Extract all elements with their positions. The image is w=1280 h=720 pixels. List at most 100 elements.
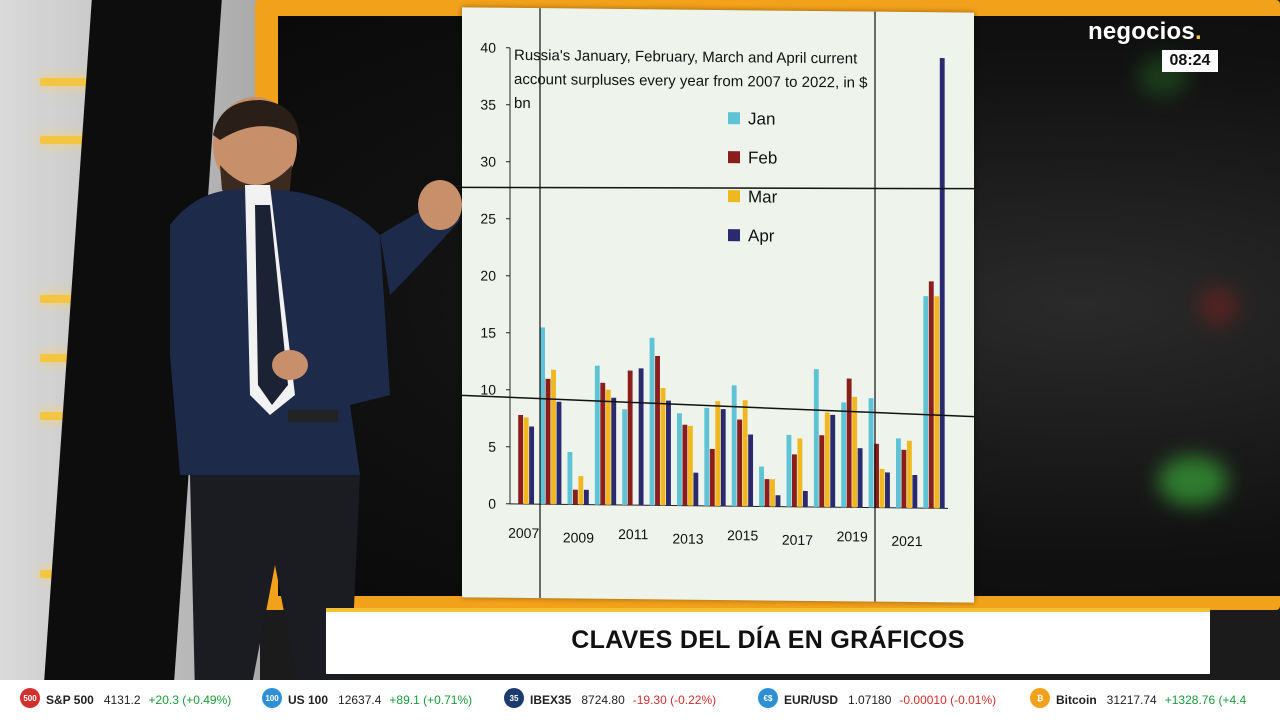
bar-mar [605, 389, 611, 505]
x-tick-label: 2013 [672, 531, 703, 547]
y-tick-label: 35 [480, 97, 496, 113]
bar-mar [824, 412, 830, 508]
ticker-price: 4131.2 [103, 693, 141, 707]
legend-label-feb: Feb [748, 148, 777, 167]
bar-apr [912, 474, 918, 509]
x-tick-label: 2011 [618, 526, 648, 542]
ticker-symbol-icon: 100 [262, 688, 282, 708]
screen-seam [462, 186, 974, 190]
bar-jan [594, 365, 600, 505]
bar-feb [627, 370, 633, 506]
bar-apr [748, 434, 754, 507]
bar-feb [737, 419, 743, 507]
bar-apr [693, 472, 699, 506]
bar-jan [731, 385, 737, 507]
ticker-change: +1328.76 (+4.4 [1164, 693, 1247, 707]
bar-feb [764, 479, 770, 507]
ticker-symbol-icon: 500 [20, 688, 40, 708]
bar-apr [556, 401, 562, 505]
bar-apr [638, 368, 644, 506]
bar-jan [923, 296, 929, 509]
chart-board: 0 5 10 15 20 25 30 35 40 Russia's January, Februa… [462, 7, 974, 603]
ticker-change: +89.1 (+0.71%) [389, 693, 473, 707]
bar-apr [775, 495, 781, 507]
logo-text: negocios [1088, 18, 1195, 45]
legend-label-mar: Mar [748, 187, 778, 206]
ticker-name: Bitcoin [1056, 693, 1097, 707]
bar-mar [934, 296, 940, 509]
bar-jan [868, 398, 874, 508]
x-tick-label: 2017 [782, 532, 813, 548]
y-tick-label: 30 [480, 154, 496, 170]
bar-feb [709, 448, 715, 506]
x-tick-label: 2007 [508, 525, 539, 541]
bar-jan [567, 451, 573, 505]
ticker-change: -0.00010 (-0.01%) [899, 693, 997, 707]
bar-feb [518, 414, 524, 504]
bar-mar [687, 425, 693, 506]
bar-jan [540, 327, 545, 505]
ticker-symbol-icon: 35 [504, 688, 524, 708]
y-tick-label: 10 [480, 382, 496, 398]
bar-apr [583, 489, 589, 505]
ticker-item: 500 S&P 500 4131.2 +20.3 (+0.49%) [20, 688, 232, 708]
bar-feb [901, 449, 907, 508]
bar-jan [895, 438, 901, 508]
chart-title-line: bn [514, 95, 531, 112]
bar-mar [742, 400, 748, 507]
banner-title: CLAVES DEL DÍA EN GRÁFICOS [571, 626, 965, 654]
bar-jan [676, 413, 682, 506]
bar-feb [819, 435, 825, 508]
y-tick-label: 40 [480, 40, 496, 56]
bar-apr [802, 490, 808, 507]
legend-label-jan: Jan [748, 109, 775, 128]
ticker-item: €$ EUR/USD 1.07180 -0.00010 (-0.01%) [758, 688, 997, 708]
ticker-symbol-icon: ₿ [1030, 688, 1050, 708]
bar-apr [885, 472, 890, 508]
ticker-price: 12637.4 [338, 693, 382, 707]
x-tick-label: 2019 [837, 528, 868, 544]
ticker-name: EUR/USD [784, 693, 839, 707]
ticker-item: 100 US 100 12637.4 +89.1 (+0.71%) [262, 688, 473, 708]
y-tick-label: 15 [480, 325, 496, 341]
ticker-price: 1.07180 [848, 693, 892, 707]
ticker-change: -19.30 (-0.22%) [632, 693, 717, 707]
bar-mar [660, 387, 666, 506]
bar-feb [791, 454, 797, 507]
bar-mar [770, 479, 775, 507]
bar-mar [797, 438, 803, 507]
bar-apr [529, 426, 535, 505]
y-tick-label: 20 [480, 268, 496, 284]
bar-apr [857, 448, 863, 508]
y-tick-label: 5 [488, 439, 496, 455]
ticker-item: 35 IBEX35 8724.80 -19.30 (-0.22%) [504, 688, 717, 708]
x-tick-label: 2009 [563, 529, 594, 545]
ticker-name: IBEX35 [530, 693, 572, 707]
bar-apr [939, 58, 945, 509]
bar-apr [720, 409, 726, 507]
bar-mar [879, 468, 885, 508]
y-tick-label: 25 [480, 211, 496, 227]
bar-apr [666, 400, 671, 506]
broadcast-clock: 08:24 [1162, 50, 1218, 72]
bar-jan [649, 337, 655, 506]
presenter [170, 97, 462, 695]
bar-mar [523, 417, 529, 505]
x-tick-label: 2015 [727, 527, 758, 543]
bar-jan [704, 407, 710, 506]
y-tick-label: 0 [488, 496, 496, 512]
bar-feb [928, 281, 934, 509]
lower-third-banner: CLAVES DEL DÍA EN GRÁFICOS [326, 608, 1210, 674]
x-tick-label: 2021 [891, 533, 922, 549]
bar-jan [813, 369, 819, 508]
bar-mar [715, 401, 721, 507]
ticker-price: 31217.74 [1106, 693, 1157, 707]
bar-feb [655, 356, 660, 506]
bar-jan [786, 434, 792, 507]
bar-apr [830, 414, 836, 508]
bar-mar [551, 369, 556, 505]
bar-chart: 0 5 10 15 20 25 30 35 40 Russia's January, Februa… [462, 8, 974, 602]
ticker-item: ₿ Bitcoin 31217.74 +1328.76 (+4.4 [1030, 688, 1247, 708]
bar-apr [611, 397, 617, 505]
ticker-change: +20.3 (+0.49%) [148, 693, 232, 707]
